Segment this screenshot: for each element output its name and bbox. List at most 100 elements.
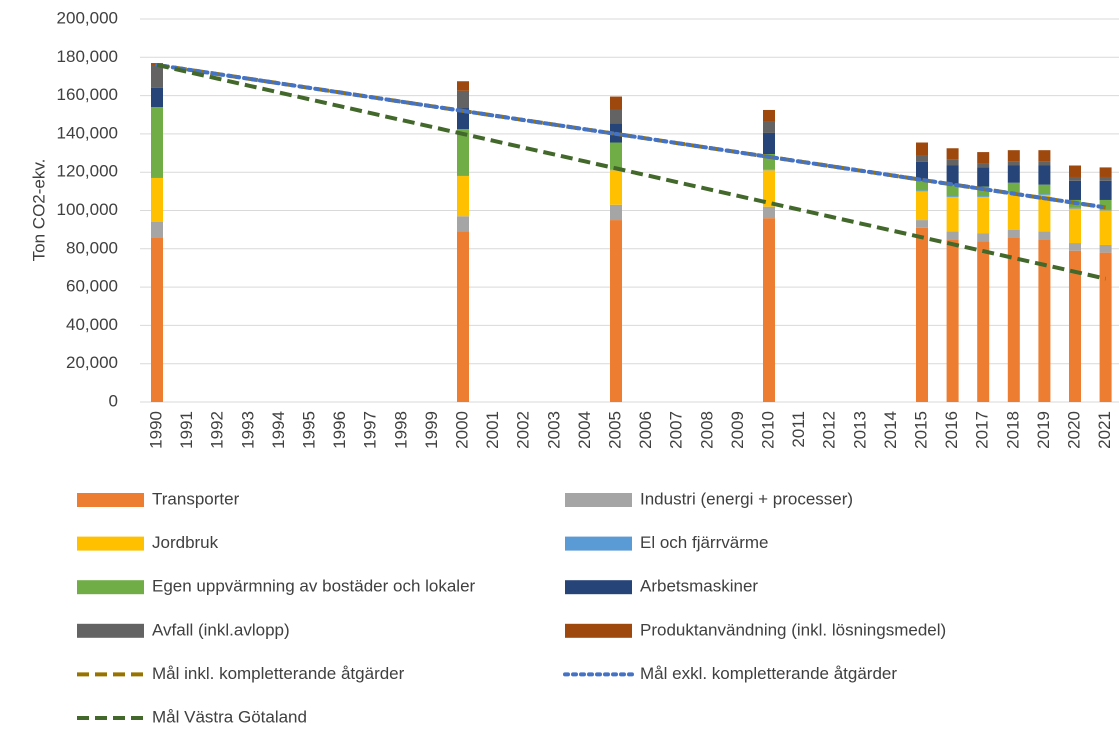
bar-segment — [151, 64, 163, 88]
bar-segment — [1007, 193, 1020, 230]
x-tick-label: 2005 — [605, 411, 624, 449]
bar-segment — [1099, 209, 1112, 211]
x-tick-label: 2019 — [1034, 411, 1053, 449]
bar-segment — [1038, 231, 1051, 240]
x-tick-label: 2006 — [636, 411, 655, 449]
bar-segment — [457, 90, 469, 109]
y-tick-label: 180,000 — [57, 47, 118, 66]
bar-segment — [946, 148, 959, 160]
y-tick-label: 20,000 — [66, 353, 118, 372]
bar-segment — [1069, 250, 1081, 402]
bar-segment — [1038, 184, 1051, 195]
x-tick-label: 1991 — [177, 411, 196, 449]
x-tick-label: 1994 — [269, 411, 288, 449]
x-tick-label: 1998 — [391, 411, 410, 449]
x-tick-label: 2001 — [483, 411, 502, 449]
y-tick-label: 100,000 — [57, 200, 118, 219]
bar-segment — [977, 196, 990, 198]
legend-label: Transporter — [152, 489, 240, 508]
bar-segment — [1099, 180, 1112, 200]
bar-segment — [916, 190, 928, 192]
x-tick-label: 2012 — [820, 411, 839, 449]
bar-segment — [916, 142, 928, 156]
bar-segment — [977, 233, 990, 242]
bar-segment — [610, 220, 622, 402]
bar-segment — [1099, 252, 1112, 402]
bar-segment — [1038, 161, 1051, 166]
bar-segment — [1038, 150, 1051, 162]
bar-segment — [610, 204, 622, 221]
bar-segment — [457, 129, 469, 176]
x-tick-label: 1990 — [146, 411, 165, 449]
legend-swatch — [565, 536, 632, 551]
bar-segment — [1099, 199, 1112, 210]
bar-segment — [916, 191, 928, 221]
legend-swatch — [77, 580, 144, 595]
legend-label: Mål Västra Götaland — [152, 707, 307, 726]
x-tick-label: 1995 — [299, 411, 318, 449]
bar-segment — [1099, 176, 1112, 181]
bar-segment — [1069, 208, 1081, 244]
bar-segment — [1099, 167, 1112, 177]
x-tick-label: 1999 — [422, 411, 441, 449]
bar-segment — [946, 239, 959, 402]
bar-segment — [1007, 161, 1020, 166]
bar-segment — [1069, 180, 1081, 200]
bar-segment — [1038, 239, 1051, 402]
bar-segment — [1007, 165, 1020, 183]
bar-segment — [151, 221, 163, 238]
bar-segment — [946, 184, 959, 197]
y-tick-label: 160,000 — [57, 85, 118, 104]
bar-segment — [1038, 194, 1051, 196]
bar-segment — [946, 159, 959, 166]
target-line — [155, 62, 1108, 210]
legend-swatch — [77, 493, 144, 507]
x-tick-label: 2021 — [1095, 411, 1114, 449]
legend-label: Produktanvändning (inkl. lösningsmedel) — [640, 620, 946, 639]
bar-segment — [977, 163, 990, 168]
bar-segment — [151, 237, 163, 402]
legend-label: Industri (energi + processer) — [640, 489, 853, 508]
legend-label: Mål inkl. kompletterande åtgärder — [152, 664, 405, 683]
x-tick-label: 2004 — [575, 411, 594, 449]
legend-swatch — [77, 623, 144, 638]
x-tick-label: 2014 — [881, 411, 900, 449]
bar-segment — [763, 132, 775, 155]
bar-segment — [1069, 176, 1081, 181]
bar-segment — [1038, 165, 1051, 185]
bar-segment — [916, 180, 928, 191]
bar-segment — [1007, 229, 1020, 238]
legend-label: Mål exkl. kompletterande åtgärder — [640, 664, 897, 683]
bar-segment — [946, 196, 959, 198]
x-tick-label: 2015 — [911, 411, 930, 449]
y-axis-title: Ton CO2-ekv. — [29, 159, 48, 262]
legend-label: Jordbruk — [152, 533, 219, 552]
legend-swatch — [565, 493, 632, 507]
bar-segment — [763, 206, 775, 219]
bar-segment — [1069, 207, 1081, 209]
y-tick-label: 80,000 — [66, 238, 118, 257]
x-tick-label: 1997 — [361, 411, 380, 449]
x-tick-label: 2002 — [514, 411, 533, 449]
bar-segment — [1069, 165, 1081, 177]
x-tick-label: 2007 — [667, 411, 686, 449]
x-tick-label: 2003 — [544, 411, 563, 449]
legend-swatch — [77, 536, 144, 551]
bar-segment — [763, 170, 775, 207]
x-tick-label: 1996 — [330, 411, 349, 449]
x-tick-label: 2020 — [1064, 411, 1083, 449]
legend-label: Arbetsmaskiner — [640, 577, 758, 596]
bar-segment — [1007, 182, 1020, 193]
x-tick-label: 2000 — [452, 411, 471, 449]
bar-segment — [457, 81, 469, 91]
bar-segment — [1007, 237, 1020, 402]
x-tick-label: 2010 — [758, 411, 777, 449]
y-tick-label: 120,000 — [57, 162, 118, 181]
bar-segment — [610, 170, 622, 205]
target-line — [156, 63, 1107, 281]
bar-segment — [1038, 195, 1051, 232]
bar-segment — [1069, 243, 1081, 251]
legend-label: El och fjärrvärme — [640, 533, 768, 552]
bar-segment — [1099, 210, 1112, 245]
bar-segment — [916, 155, 928, 162]
